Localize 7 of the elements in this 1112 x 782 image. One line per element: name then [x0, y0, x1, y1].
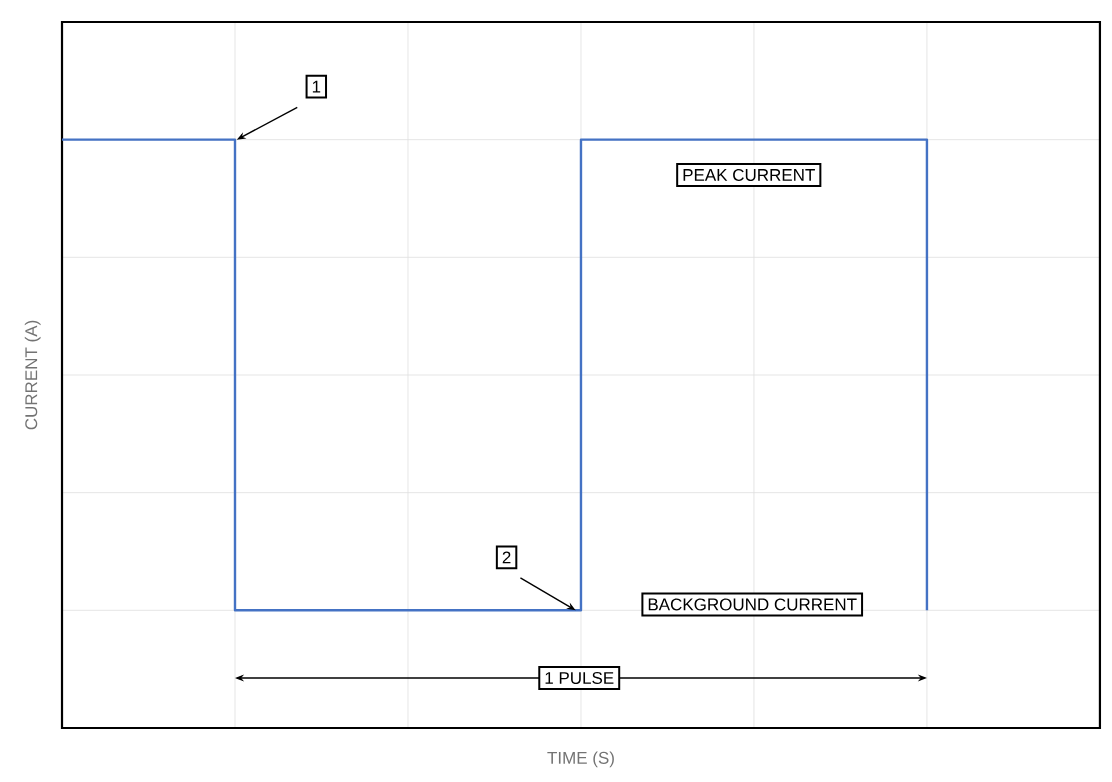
annotation: 2 — [502, 551, 511, 564]
text: 1 — [312, 80, 321, 93]
annotation: PEAK CURRENT — [683, 168, 815, 181]
y-axis-title: CURRENT (A) — [24, 320, 41, 430]
annotation: 1 PULSE — [545, 671, 614, 684]
annotation: BACKGROUND CURRENT — [648, 598, 857, 611]
x-axis-title: TIME (S) — [547, 751, 614, 768]
